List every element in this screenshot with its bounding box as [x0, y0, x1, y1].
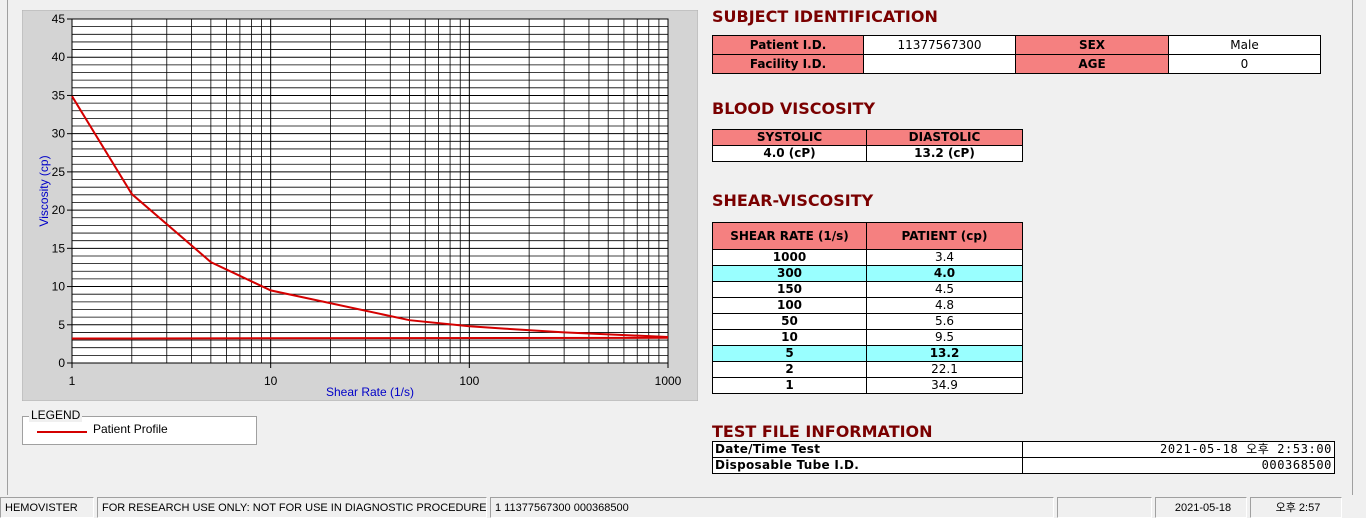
field-label: Facility I.D. [712, 54, 864, 74]
x-tick-label: 100 [459, 374, 479, 388]
legend-title: LEGEND [29, 408, 83, 422]
section-title: TEST FILE INFORMATION [712, 422, 933, 441]
shear-rate: 100 [712, 297, 867, 314]
x-axis-label: Shear Rate (1/s) [326, 385, 414, 399]
field-label: AGE [1015, 54, 1169, 74]
status-cell: 2021-05-18 [1155, 497, 1247, 518]
viscosity: 5.6 [866, 313, 1023, 330]
viscosity: 34.9 [866, 377, 1023, 394]
viscosity-value: 4.0 (cP) [712, 145, 867, 162]
field-label: Patient I.D. [712, 35, 864, 55]
y-tick-label: 45 [52, 12, 66, 26]
shear-rate: 150 [712, 281, 867, 298]
field-value: 000368500 [1022, 457, 1335, 474]
viscosity: 4.8 [866, 297, 1023, 314]
column-header: DIASTOLIC [866, 129, 1023, 146]
y-tick-label: 35 [52, 88, 66, 102]
x-tick-label: 10 [264, 374, 278, 388]
viscosity-value: 13.2 (cP) [866, 145, 1023, 162]
y-tick-label: 10 [52, 280, 66, 294]
status-cell: FOR RESEARCH USE ONLY: NOT FOR USE IN DI… [97, 497, 487, 518]
viscosity: 13.2 [866, 345, 1023, 362]
shear-rate: 1000 [712, 249, 867, 266]
y-tick-label: 20 [52, 203, 66, 217]
section-title: BLOOD VISCOSITY [712, 99, 876, 118]
y-axis-label: Viscosity (cp) [37, 155, 51, 226]
field-label: Date/Time Test [712, 441, 1023, 458]
status-cell [1057, 497, 1152, 518]
field-value: 2021-05-18 오후 2:53:00 [1022, 441, 1335, 458]
chart: 0 5 10 15 20 25 30 35 40 45 1 10 100 1000 Shear Rate (… [22, 10, 698, 401]
field-value: 11377567300 [863, 35, 1016, 55]
shear-rate: 5 [712, 345, 867, 362]
viscosity: 4.5 [866, 281, 1023, 298]
legend-box: LEGEND Patient Profile [22, 408, 257, 445]
field-value: Male [1168, 35, 1321, 55]
status-cell: HEMOVISTER [0, 497, 94, 518]
y-tick-label: 5 [58, 318, 65, 332]
viscosity: 4.0 [866, 265, 1023, 282]
field-label: SEX [1015, 35, 1169, 55]
y-tick-label: 30 [52, 127, 66, 141]
x-tick-label: 1000 [655, 374, 682, 388]
field-label: Disposable Tube I.D. [712, 457, 1023, 474]
column-header: PATIENT (cp) [866, 222, 1023, 250]
column-header: SHEAR RATE (1/s) [712, 222, 867, 250]
shear-rate: 300 [712, 265, 867, 282]
y-tick-label: 0 [58, 356, 65, 370]
shear-rate: 1 [712, 377, 867, 394]
shear-rate: 2 [712, 361, 867, 378]
viscosity: 9.5 [866, 329, 1023, 346]
viscosity: 22.1 [866, 361, 1023, 378]
status-cell: 오후 2:57 [1250, 497, 1342, 518]
viscosity: 3.4 [866, 249, 1023, 266]
shear-rate: 50 [712, 313, 867, 330]
plot-area [71, 18, 669, 364]
data-line [71, 336, 669, 340]
data-line [71, 95, 669, 339]
x-tick-label: 1 [69, 374, 76, 388]
field-value: 0 [1168, 54, 1321, 74]
y-tick-label: 15 [52, 241, 66, 255]
section-title: SHEAR-VISCOSITY [712, 191, 874, 210]
right-frame [1352, 0, 1353, 495]
y-tick-label: 40 [52, 50, 66, 64]
section-title: SUBJECT IDENTIFICATION [712, 7, 938, 26]
legend-label: Patient Profile [93, 422, 168, 436]
legend-swatch [37, 431, 87, 433]
left-frame [7, 0, 8, 495]
shear-rate: 10 [712, 329, 867, 346]
y-tick-label: 25 [52, 165, 66, 179]
field-value [863, 54, 1016, 74]
status-cell: 1 11377567300 000368500 [490, 497, 1054, 518]
column-header: SYSTOLIC [712, 129, 867, 146]
